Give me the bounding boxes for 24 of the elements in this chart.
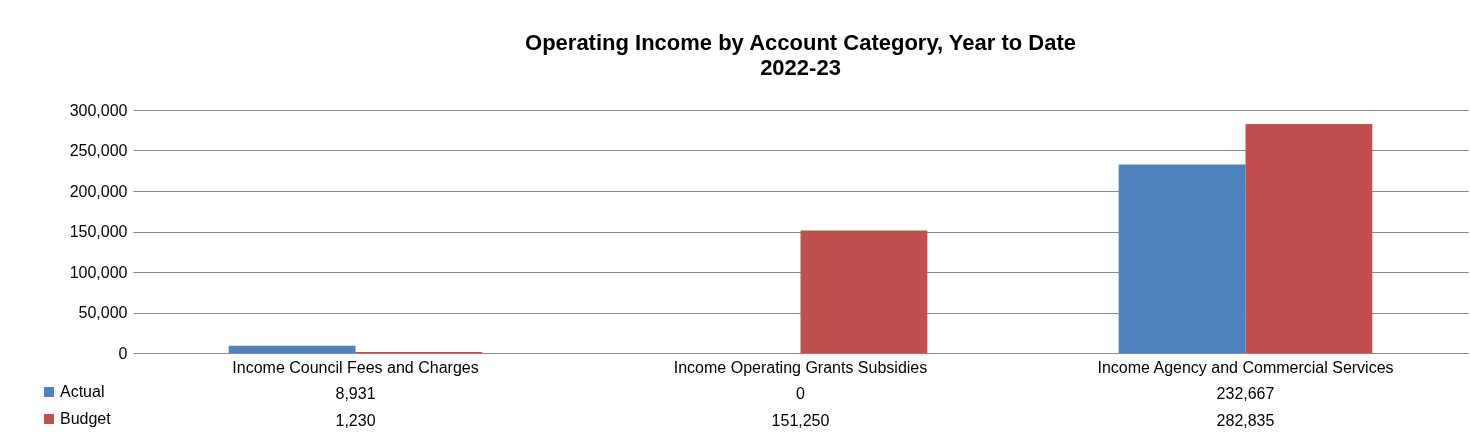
data-label: 0 [796, 385, 806, 402]
y-tick-label: 50,000 [78, 304, 128, 321]
data-label: 1,230 [335, 412, 376, 429]
data-label: 151,250 [771, 412, 830, 429]
x-tick-label: Income Council Fees and Charges [232, 358, 479, 376]
y-tick-label: 150,000 [69, 223, 128, 240]
data-label: 232,667 [1216, 385, 1275, 402]
x-tick-label: Income Operating Grants Subsidies [673, 358, 928, 376]
y-tick-label: 300,000 [69, 101, 128, 119]
legend-label: Actual [60, 383, 105, 400]
bar [1245, 123, 1373, 353]
y-tick-label: 100,000 [69, 263, 128, 281]
bar [800, 230, 928, 353]
chart-subtitle: 2022-23 [760, 55, 841, 80]
legend-label: Budget [60, 410, 112, 427]
y-tick-label: 250,000 [69, 142, 128, 159]
bar [1118, 164, 1246, 353]
x-tick-label: Income Agency and Commercial Services [1097, 358, 1394, 376]
chart-title: Operating Income by Account Category, Year to Date [525, 30, 1076, 55]
y-tick-label: 200,000 [69, 182, 128, 200]
data-label: 282,835 [1216, 412, 1275, 429]
bar [228, 345, 356, 353]
data-label: 8,931 [335, 385, 376, 402]
y-tick-label: 0 [118, 344, 128, 362]
